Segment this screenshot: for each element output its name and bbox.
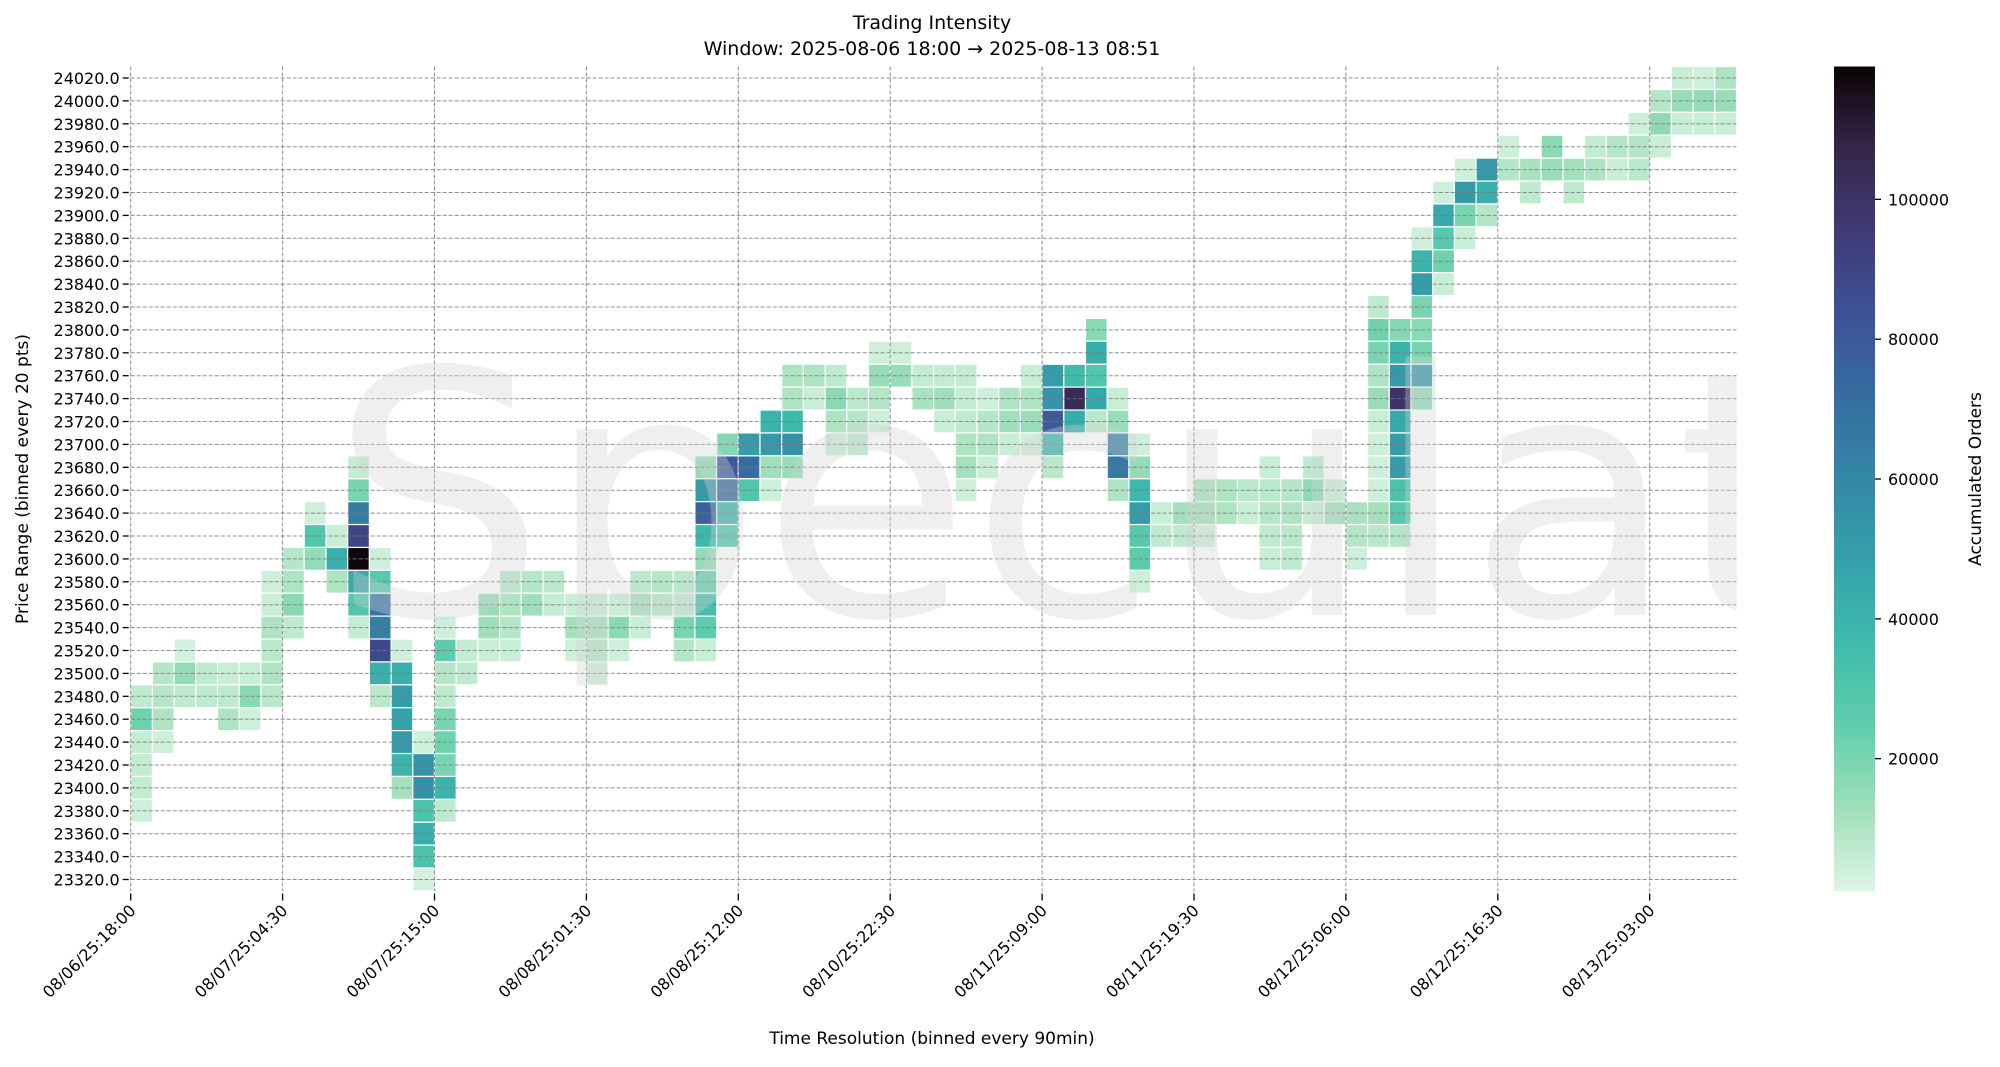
y-tick-label: 23720.0 bbox=[54, 413, 120, 432]
y-tick-label: 23900.0 bbox=[54, 206, 120, 225]
x-tick-label: 08/07/25:04:30 bbox=[191, 901, 292, 1002]
x-tick-label: 08/10/25:22:30 bbox=[798, 901, 899, 1002]
y-tick-label: 23800.0 bbox=[54, 321, 120, 340]
y-tick-label: 23980.0 bbox=[54, 115, 120, 134]
y-tick-label: 23740.0 bbox=[54, 390, 120, 409]
watermark-logo: Speculator bbox=[330, 300, 2000, 696]
y-tick-label: 23660.0 bbox=[54, 481, 120, 500]
y-tick-label: 23920.0 bbox=[54, 184, 120, 203]
y-tick-label: 23680.0 bbox=[54, 458, 120, 477]
x-axis: 08/06/25:18:00 08/07/25:04:30 08/07/25:15:… bbox=[39, 893, 1659, 1002]
y-tick-label: 23760.0 bbox=[54, 367, 120, 386]
y-tick-label: 23520.0 bbox=[54, 642, 120, 661]
chart-title: Trading Intensity bbox=[852, 12, 1011, 34]
y-tick-label: 23360.0 bbox=[54, 825, 120, 844]
x-tick-label: 08/12/25:16:30 bbox=[1406, 901, 1507, 1002]
chart-subtitle: Window: 2025-08-06 18:00 → 2025-08-13 08… bbox=[704, 38, 1161, 60]
y-tick-label: 23380.0 bbox=[54, 802, 120, 821]
colorbar-gradient bbox=[1834, 66, 1875, 892]
y-tick-label: 23420.0 bbox=[54, 756, 120, 775]
x-tick-label: 08/11/25:19:30 bbox=[1102, 901, 1203, 1002]
y-tick-label: 24000.0 bbox=[54, 92, 120, 111]
y-tick-label: 23620.0 bbox=[54, 527, 120, 546]
y-tick-label: 23440.0 bbox=[54, 733, 120, 752]
y-tick-label: 23580.0 bbox=[54, 573, 120, 592]
x-tick-label: 08/13/25:03:00 bbox=[1558, 901, 1659, 1002]
x-tick-label: 08/06/25:18:00 bbox=[39, 901, 140, 1002]
y-tick-label: 23340.0 bbox=[54, 848, 120, 867]
colorbar-tick-label: 100000 bbox=[1888, 190, 1949, 209]
gridlines bbox=[130, 66, 1737, 892]
x-axis-label: Time Resolution (binned every 90min) bbox=[768, 1029, 1094, 1049]
y-tick-label: 23940.0 bbox=[54, 161, 120, 180]
y-tick-label: 23540.0 bbox=[54, 619, 120, 638]
colorbar-tick-label: 40000 bbox=[1888, 610, 1939, 629]
y-tick-label: 23500.0 bbox=[54, 664, 120, 683]
y-tick-label: 23960.0 bbox=[54, 138, 120, 157]
y-tick-label: 23400.0 bbox=[54, 779, 120, 798]
colorbar: 20000 40000 60000 80000 100000 bbox=[1834, 66, 1949, 892]
x-tick-label: 08/08/25:12:00 bbox=[646, 901, 747, 1002]
y-tick-label: 23460.0 bbox=[54, 710, 120, 729]
y-tick-label: 23640.0 bbox=[54, 504, 120, 523]
colorbar-tick-label: 60000 bbox=[1888, 470, 1939, 489]
y-axis: 24020.0 24000.0 23980.0 23960.0 23940.0 23920… bbox=[54, 69, 129, 890]
y-axis-label: Price Range (binned every 20 pts) bbox=[13, 334, 33, 624]
y-tick-label: 23840.0 bbox=[54, 275, 120, 294]
y-tick-label: 23780.0 bbox=[54, 344, 120, 363]
y-tick-label: 23820.0 bbox=[54, 298, 120, 317]
x-tick-label: 08/11/25:09:00 bbox=[950, 901, 1051, 1002]
colorbar-tick-label: 20000 bbox=[1888, 750, 1939, 769]
y-tick-label: 23600.0 bbox=[54, 550, 120, 569]
y-tick-label: 23560.0 bbox=[54, 596, 120, 615]
y-tick-label: 23700.0 bbox=[54, 435, 120, 454]
x-tick-label: 08/07/25:15:00 bbox=[343, 901, 444, 1002]
y-tick-label: 23320.0 bbox=[54, 871, 120, 890]
colorbar-label: Accumulated Orders bbox=[1966, 392, 1986, 566]
y-tick-label: 23860.0 bbox=[54, 252, 120, 271]
y-tick-label: 24020.0 bbox=[54, 69, 120, 88]
y-tick-label: 23880.0 bbox=[54, 229, 120, 248]
y-tick-label: 23480.0 bbox=[54, 687, 120, 706]
x-tick-label: 08/12/25:06:00 bbox=[1254, 901, 1355, 1002]
colorbar-tick-label: 80000 bbox=[1888, 330, 1939, 349]
x-tick-label: 08/08/25:01:30 bbox=[495, 901, 596, 1002]
